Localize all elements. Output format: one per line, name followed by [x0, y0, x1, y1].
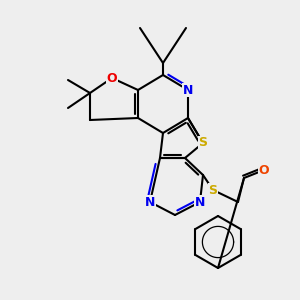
Text: N: N	[195, 196, 205, 208]
Text: N: N	[145, 196, 155, 208]
Text: O: O	[107, 71, 117, 85]
Text: N: N	[183, 83, 193, 97]
Text: S: S	[208, 184, 217, 196]
Text: O: O	[259, 164, 269, 176]
Text: S: S	[199, 136, 208, 149]
